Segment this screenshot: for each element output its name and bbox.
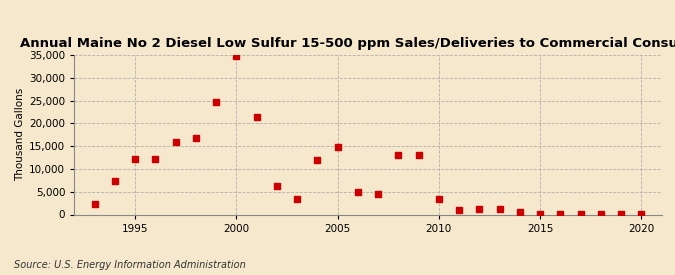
- Point: [211, 100, 221, 104]
- Point: [312, 158, 323, 163]
- Point: [474, 207, 485, 212]
- Point: [433, 196, 444, 201]
- Point: [251, 115, 262, 120]
- Point: [332, 144, 343, 149]
- Point: [130, 157, 140, 161]
- Point: [454, 208, 464, 213]
- Point: [616, 212, 626, 216]
- Point: [231, 54, 242, 59]
- Point: [393, 153, 404, 158]
- Point: [494, 207, 505, 212]
- Y-axis label: Thousand Gallons: Thousand Gallons: [15, 88, 25, 182]
- Text: Source: U.S. Energy Information Administration: Source: U.S. Energy Information Administ…: [14, 260, 245, 270]
- Point: [595, 212, 606, 216]
- Point: [190, 136, 201, 140]
- Point: [150, 157, 161, 161]
- Point: [271, 184, 282, 188]
- Point: [514, 210, 525, 214]
- Point: [636, 212, 647, 216]
- Point: [555, 212, 566, 216]
- Point: [89, 202, 100, 207]
- Point: [575, 212, 586, 216]
- Point: [292, 197, 302, 202]
- Point: [170, 140, 181, 145]
- Point: [535, 211, 545, 216]
- Point: [352, 190, 363, 194]
- Title: Annual Maine No 2 Diesel Low Sulfur 15-500 ppm Sales/Deliveries to Commercial Co: Annual Maine No 2 Diesel Low Sulfur 15-5…: [20, 37, 675, 50]
- Point: [373, 192, 383, 196]
- Point: [413, 153, 424, 158]
- Point: [109, 178, 120, 183]
